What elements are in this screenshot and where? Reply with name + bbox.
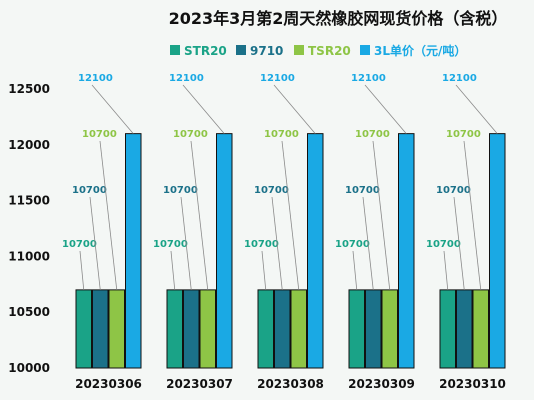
leader-line [190, 140, 209, 290]
leader-line [455, 84, 498, 134]
leader-line [364, 84, 407, 134]
bar-9710 [92, 289, 109, 369]
y-tick-label: 10500 [8, 305, 50, 319]
data-label-3l: 12100 [351, 73, 386, 84]
legend-label-str20: STR20 [184, 44, 227, 58]
x-tick-label: 20230307 [166, 377, 233, 391]
bar-3l [307, 133, 324, 369]
bar-tsr20 [199, 289, 216, 369]
y-tick-label: 11000 [8, 249, 50, 263]
bar-9710 [274, 289, 291, 369]
leader-line [463, 140, 482, 290]
data-label-9710: 10700 [345, 185, 380, 196]
leader-line [261, 250, 267, 290]
leader-line [170, 250, 176, 290]
leader-line [443, 250, 449, 290]
leader-line [79, 250, 85, 290]
data-label-9710: 10700 [72, 185, 107, 196]
leader-line [89, 196, 101, 290]
legend-swatch-tsr20 [294, 45, 304, 55]
data-label-tsr20: 10700 [355, 129, 390, 140]
bar-str20 [439, 289, 456, 369]
bar-tsr20 [381, 289, 398, 369]
bar-3l [125, 133, 142, 369]
y-tick-label: 11500 [8, 194, 50, 208]
data-label-9710: 10700 [254, 185, 289, 196]
data-label-str20: 10700 [244, 239, 279, 250]
data-label-str20: 10700 [335, 239, 370, 250]
y-axis: 10000 10500 11000 11500 12000 12500 [8, 82, 50, 375]
y-tick-label: 12500 [8, 82, 50, 96]
leader-line [372, 140, 391, 290]
data-label-3l: 12100 [260, 73, 295, 84]
data-label-3l: 12100 [442, 73, 477, 84]
bar-tsr20 [290, 289, 307, 369]
x-tick-label: 20230310 [439, 377, 506, 391]
legend-swatch-str20 [170, 45, 180, 55]
data-label-9710: 10700 [163, 185, 198, 196]
leader-line [453, 196, 465, 290]
bar-3l [216, 133, 233, 369]
legend-label-9710: 9710 [250, 44, 283, 58]
data-label-tsr20: 10700 [82, 129, 117, 140]
leader-line [352, 250, 358, 290]
leader-line [182, 84, 225, 134]
bar-9710 [183, 289, 200, 369]
leader-line [273, 84, 316, 134]
bar-tsr20 [108, 289, 125, 369]
leader-line [99, 140, 118, 290]
bar-str20 [75, 289, 92, 369]
legend: STR20 9710 TSR20 3L单价（元/吨） [170, 43, 466, 58]
x-axis: 20230306 20230307 20230308 20230309 20230310 [75, 377, 506, 391]
y-tick-label: 12000 [8, 138, 50, 152]
data-label-str20: 10700 [62, 239, 97, 250]
bar-str20 [348, 289, 365, 369]
data-label-3l: 12100 [169, 73, 204, 84]
leader-line [362, 196, 374, 290]
legend-swatch-9710 [236, 45, 246, 55]
bar-str20 [257, 289, 274, 369]
leader-line [281, 140, 300, 290]
data-label-tsr20: 10700 [446, 129, 481, 140]
leader-line [180, 196, 192, 290]
legend-label-3l: 3L单价（元/吨） [374, 43, 466, 58]
data-labels: 10700 10700 10700 12100 10700 10700 10700 12100… [62, 73, 498, 290]
data-label-str20: 10700 [426, 239, 461, 250]
bar-9710 [456, 289, 473, 369]
legend-label-tsr20: TSR20 [308, 44, 351, 58]
data-label-tsr20: 10700 [264, 129, 299, 140]
leader-line [271, 196, 283, 290]
leader-line [91, 84, 134, 134]
bar-9710 [365, 289, 382, 369]
bars [75, 133, 506, 369]
data-label-tsr20: 10700 [173, 129, 208, 140]
bar-3l [398, 133, 415, 369]
bar-tsr20 [472, 289, 489, 369]
data-label-str20: 10700 [153, 239, 188, 250]
bar-3l [489, 133, 506, 369]
data-label-9710: 10700 [436, 185, 471, 196]
x-tick-label: 20230306 [75, 377, 142, 391]
data-label-3l: 12100 [78, 73, 113, 84]
x-tick-label: 20230308 [257, 377, 324, 391]
bar-str20 [166, 289, 183, 369]
x-tick-label: 20230309 [348, 377, 415, 391]
chart-title: 2023年3月第2周天然橡胶网现货价格（含税） [169, 9, 508, 28]
legend-swatch-3l [360, 45, 370, 55]
y-tick-label: 10000 [8, 361, 50, 375]
